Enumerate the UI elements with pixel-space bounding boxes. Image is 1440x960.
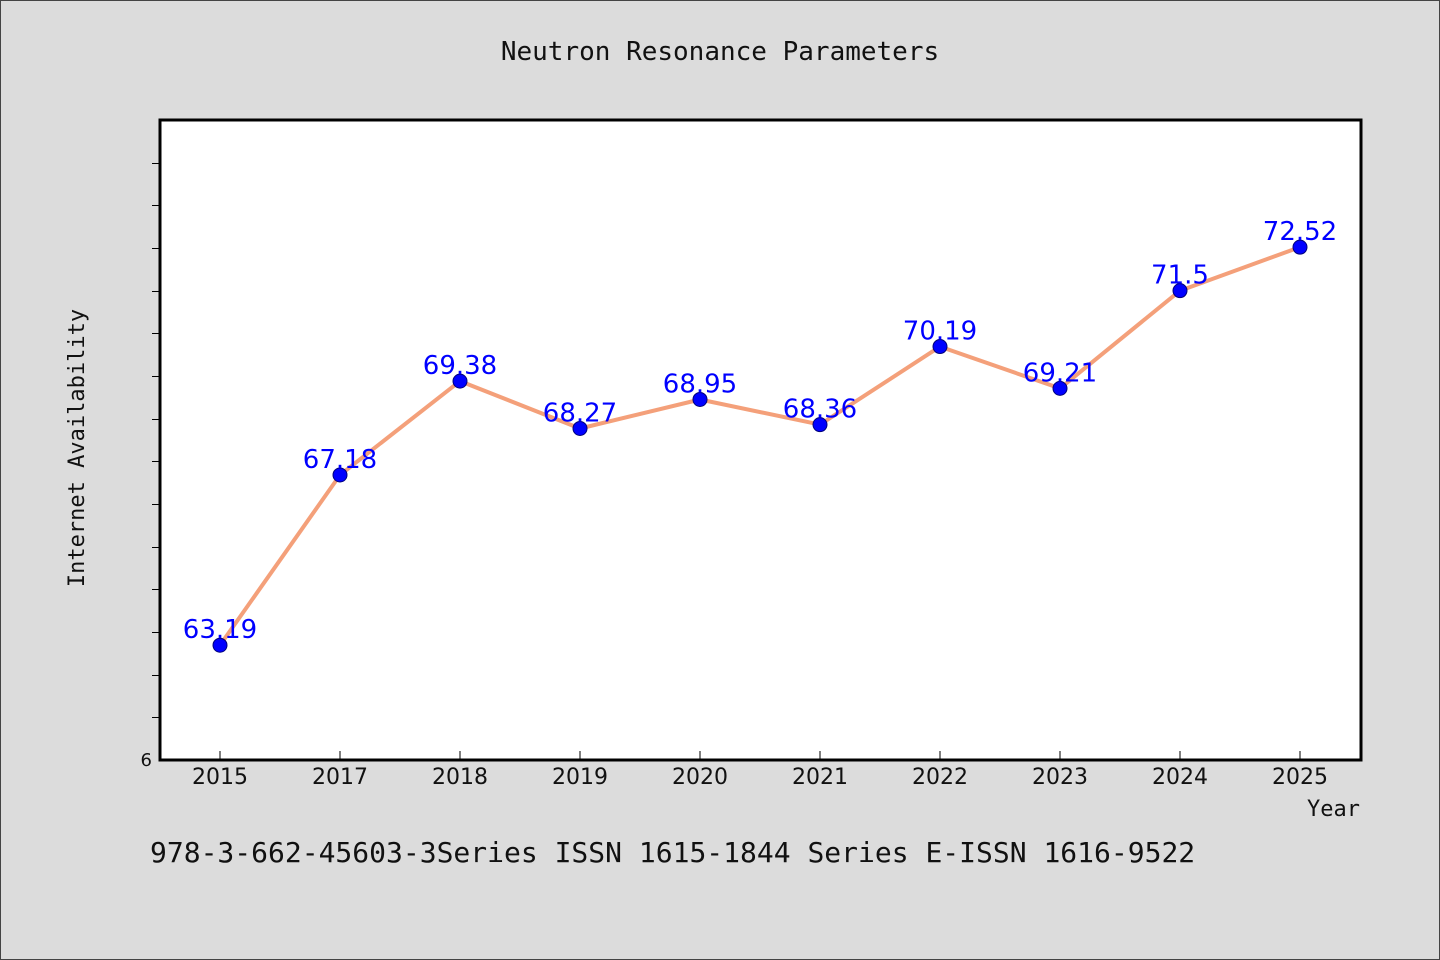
chart-title: Neutron Resonance Parameters bbox=[501, 37, 939, 67]
data-label-2017: 67.18 bbox=[303, 445, 377, 475]
x-tick-label-2018: 2018 bbox=[432, 765, 488, 790]
data-point-2023 bbox=[1052, 380, 1068, 396]
data-label-2022: 70.19 bbox=[903, 317, 977, 347]
data-label-2019: 68.27 bbox=[543, 398, 617, 428]
x-axis-tick-labels: 2015 2017 2018 2019 2020 2021 2022 2023 2024 2025 bbox=[192, 765, 1328, 790]
series-markers bbox=[212, 239, 1308, 653]
data-point-2022 bbox=[932, 339, 948, 355]
data-point-2025 bbox=[1292, 239, 1308, 255]
data-point-2019 bbox=[572, 420, 588, 436]
data-point-2018 bbox=[452, 373, 468, 389]
data-point-2017 bbox=[332, 467, 348, 483]
data-point-2020 bbox=[692, 391, 708, 407]
x-tick-label-2025: 2025 bbox=[1272, 765, 1328, 790]
data-label-2023: 69.21 bbox=[1023, 358, 1097, 388]
data-label-2025: 72.52 bbox=[1263, 217, 1337, 247]
plot-area bbox=[160, 120, 1361, 760]
x-tick-label-2015: 2015 bbox=[192, 765, 248, 790]
data-label-2020: 68.95 bbox=[663, 369, 737, 399]
x-tick-label-2023: 2023 bbox=[1032, 765, 1088, 790]
data-label-2015: 63.19 bbox=[183, 615, 257, 645]
data-label-2021: 68.36 bbox=[783, 395, 857, 425]
x-tick-label-2020: 2020 bbox=[672, 765, 728, 790]
data-point-2024 bbox=[1172, 283, 1188, 299]
x-tick-label-2017: 2017 bbox=[312, 765, 368, 790]
y-tick-label: 6 bbox=[141, 750, 152, 771]
x-tick-label-2024: 2024 bbox=[1152, 765, 1208, 790]
footer-text: 978-3-662-45603-3Series ISSN 1615-1844 S… bbox=[150, 836, 1195, 869]
y-axis-label: Internet Availability bbox=[65, 309, 90, 587]
data-label-2018: 69.38 bbox=[423, 351, 497, 381]
data-label-2024: 71.5 bbox=[1151, 261, 1209, 291]
x-tick-label-2019: 2019 bbox=[552, 765, 608, 790]
plot-border bbox=[158, 118, 1363, 762]
x-tick-label-2022: 2022 bbox=[912, 765, 968, 790]
data-labels: 63.19 67.18 69.38 68.27 68.95 68.36 70.19 69.21… bbox=[183, 217, 1337, 645]
x-axis-label: Year bbox=[1307, 797, 1360, 822]
x-tick-label-2021: 2021 bbox=[792, 765, 848, 790]
data-point-2021 bbox=[812, 417, 828, 433]
series-line bbox=[218, 245, 1301, 647]
data-point-2015 bbox=[212, 637, 228, 653]
